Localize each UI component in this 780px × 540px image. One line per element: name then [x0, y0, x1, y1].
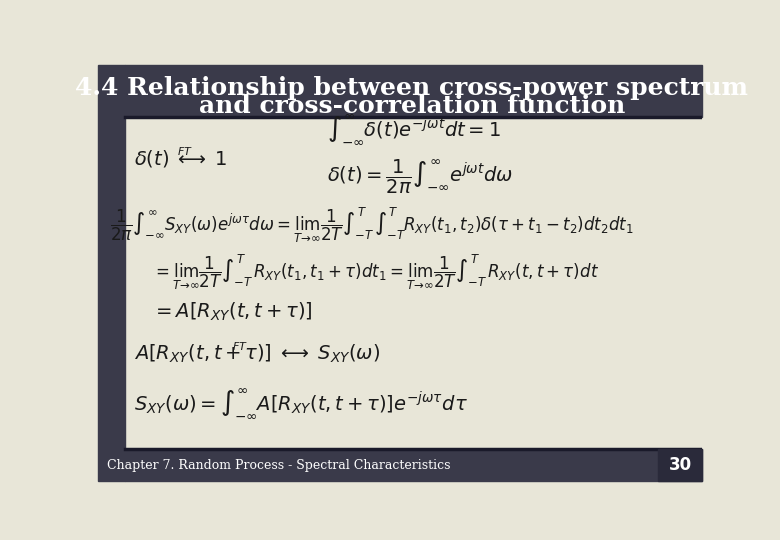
Bar [125, 449, 702, 481]
Text: $FT$: $FT$ [177, 145, 193, 157]
Text: $\int_{-\infty}^{\infty} \delta(t)e^{-j\omega t}dt = 1$: $\int_{-\infty}^{\infty} \delta(t)e^{-j\… [328, 113, 501, 146]
Text: $\delta(t) = \dfrac{1}{2\pi}\int_{-\infty}^{\infty} e^{j\omega t}d\omega$: $\delta(t) = \dfrac{1}{2\pi}\int_{-\inft… [328, 158, 513, 197]
Text: $FT$: $FT$ [232, 340, 247, 352]
Text: 4.4 Relationship between cross-power spectrum: 4.4 Relationship between cross-power spe… [76, 76, 748, 100]
Text: $= A[R_{XY}(t,t+\tau)]$: $= A[R_{XY}(t,t+\tau)]$ [152, 301, 313, 323]
Text: and cross-correlation function: and cross-correlation function [199, 94, 625, 118]
Text: Chapter 7. Random Process - Spectral Characteristics: Chapter 7. Random Process - Spectral Cha… [107, 458, 451, 472]
Bar [98, 65, 125, 481]
Bar [125, 65, 702, 117]
Text: $\dfrac{1}{2\pi}\int_{-\infty}^{\infty} S_{XY}(\omega)e^{j\omega\tau}d\omega = \: $\dfrac{1}{2\pi}\int_{-\infty}^{\infty} … [109, 205, 633, 245]
Text: $\delta(t) \;\longleftrightarrow\; 1$: $\delta(t) \;\longleftrightarrow\; 1$ [134, 148, 227, 169]
Text: $A[R_{XY}(t,t+\tau)] \;\longleftrightarrow\; S_{XY}(\omega)$: $A[R_{XY}(t,t+\tau)] \;\longleftrightarr… [134, 343, 380, 365]
Bar [658, 449, 702, 481]
Text: 30: 30 [668, 456, 692, 474]
Text: $S_{XY}(\omega) = \int_{-\infty}^{\infty} A[R_{XY}(t,t+\tau)]e^{-j\omega\tau}d\t: $S_{XY}(\omega) = \int_{-\infty}^{\infty… [134, 387, 468, 420]
Text: $= \lim_{T\to\infty}\dfrac{1}{2T}\int_{-T}^{T} R_{XY}(t_1,t_1+\tau)dt_1 = \lim_{: $= \lim_{T\to\infty}\dfrac{1}{2T}\int_{-… [152, 253, 599, 292]
